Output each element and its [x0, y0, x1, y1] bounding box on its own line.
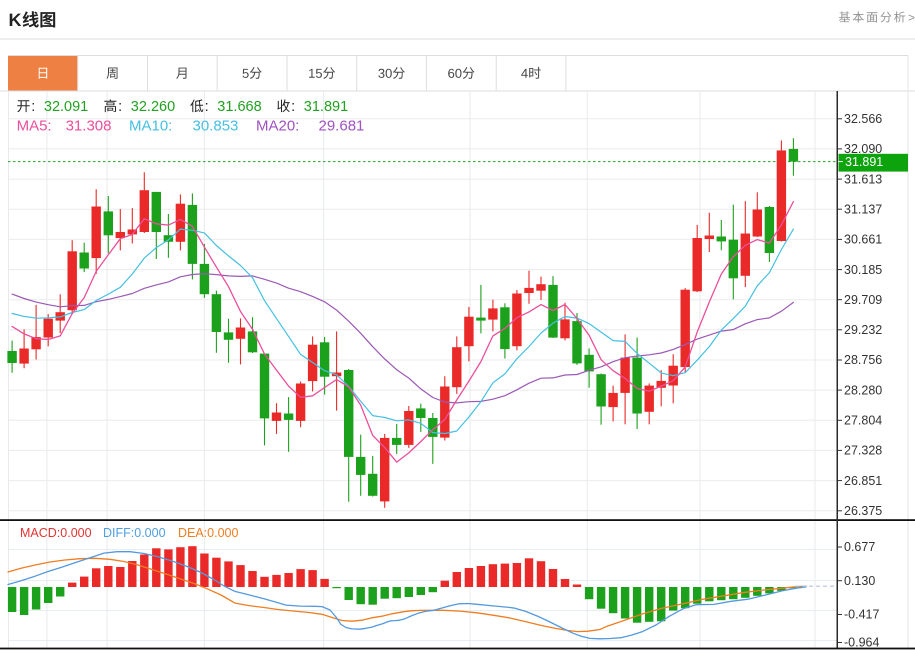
svg-text:30.853: 30.853	[193, 118, 239, 135]
svg-text:31.891: 31.891	[304, 99, 348, 115]
svg-text:31.308: 31.308	[66, 118, 112, 135]
svg-text:MA20:: MA20:	[256, 118, 299, 135]
svg-text::: :	[205, 99, 209, 115]
svg-text:28.756: 28.756	[844, 353, 882, 367]
svg-text:31.668: 31.668	[217, 99, 261, 115]
svg-text:27.804: 27.804	[844, 414, 882, 428]
svg-text:28.280: 28.280	[844, 383, 882, 397]
svg-text:32.091: 32.091	[44, 99, 88, 115]
svg-text:DIFF:0.000: DIFF:0.000	[103, 526, 166, 540]
svg-text:29.709: 29.709	[844, 293, 882, 307]
svg-text:MA5:: MA5:	[17, 118, 52, 135]
svg-text:26.851: 26.851	[844, 474, 882, 488]
svg-text:29.232: 29.232	[844, 323, 882, 337]
svg-text::: :	[31, 99, 35, 115]
svg-text:MA10:: MA10:	[129, 118, 172, 135]
svg-text:MACD:0.000: MACD:0.000	[20, 526, 92, 540]
svg-text:30.185: 30.185	[844, 263, 882, 277]
svg-text:32.566: 32.566	[844, 112, 882, 126]
svg-text::: :	[291, 99, 295, 115]
svg-text:-0.417: -0.417	[844, 608, 879, 622]
svg-text:-0.964: -0.964	[844, 636, 879, 650]
svg-text:31.613: 31.613	[844, 172, 882, 186]
svg-text:30.661: 30.661	[844, 233, 882, 247]
svg-text::: :	[118, 99, 122, 115]
svg-text:0.677: 0.677	[844, 540, 875, 554]
svg-text:31.137: 31.137	[844, 202, 882, 216]
svg-text:29.681: 29.681	[319, 118, 365, 135]
svg-text:27.328: 27.328	[844, 444, 882, 458]
svg-text:31.891: 31.891	[845, 155, 883, 169]
svg-text:32.260: 32.260	[131, 99, 175, 115]
svg-text:DEA:0.000: DEA:0.000	[178, 526, 239, 540]
svg-text:26.375: 26.375	[844, 504, 882, 518]
svg-text:0.130: 0.130	[844, 574, 875, 588]
svg-text:32.090: 32.090	[844, 142, 882, 156]
